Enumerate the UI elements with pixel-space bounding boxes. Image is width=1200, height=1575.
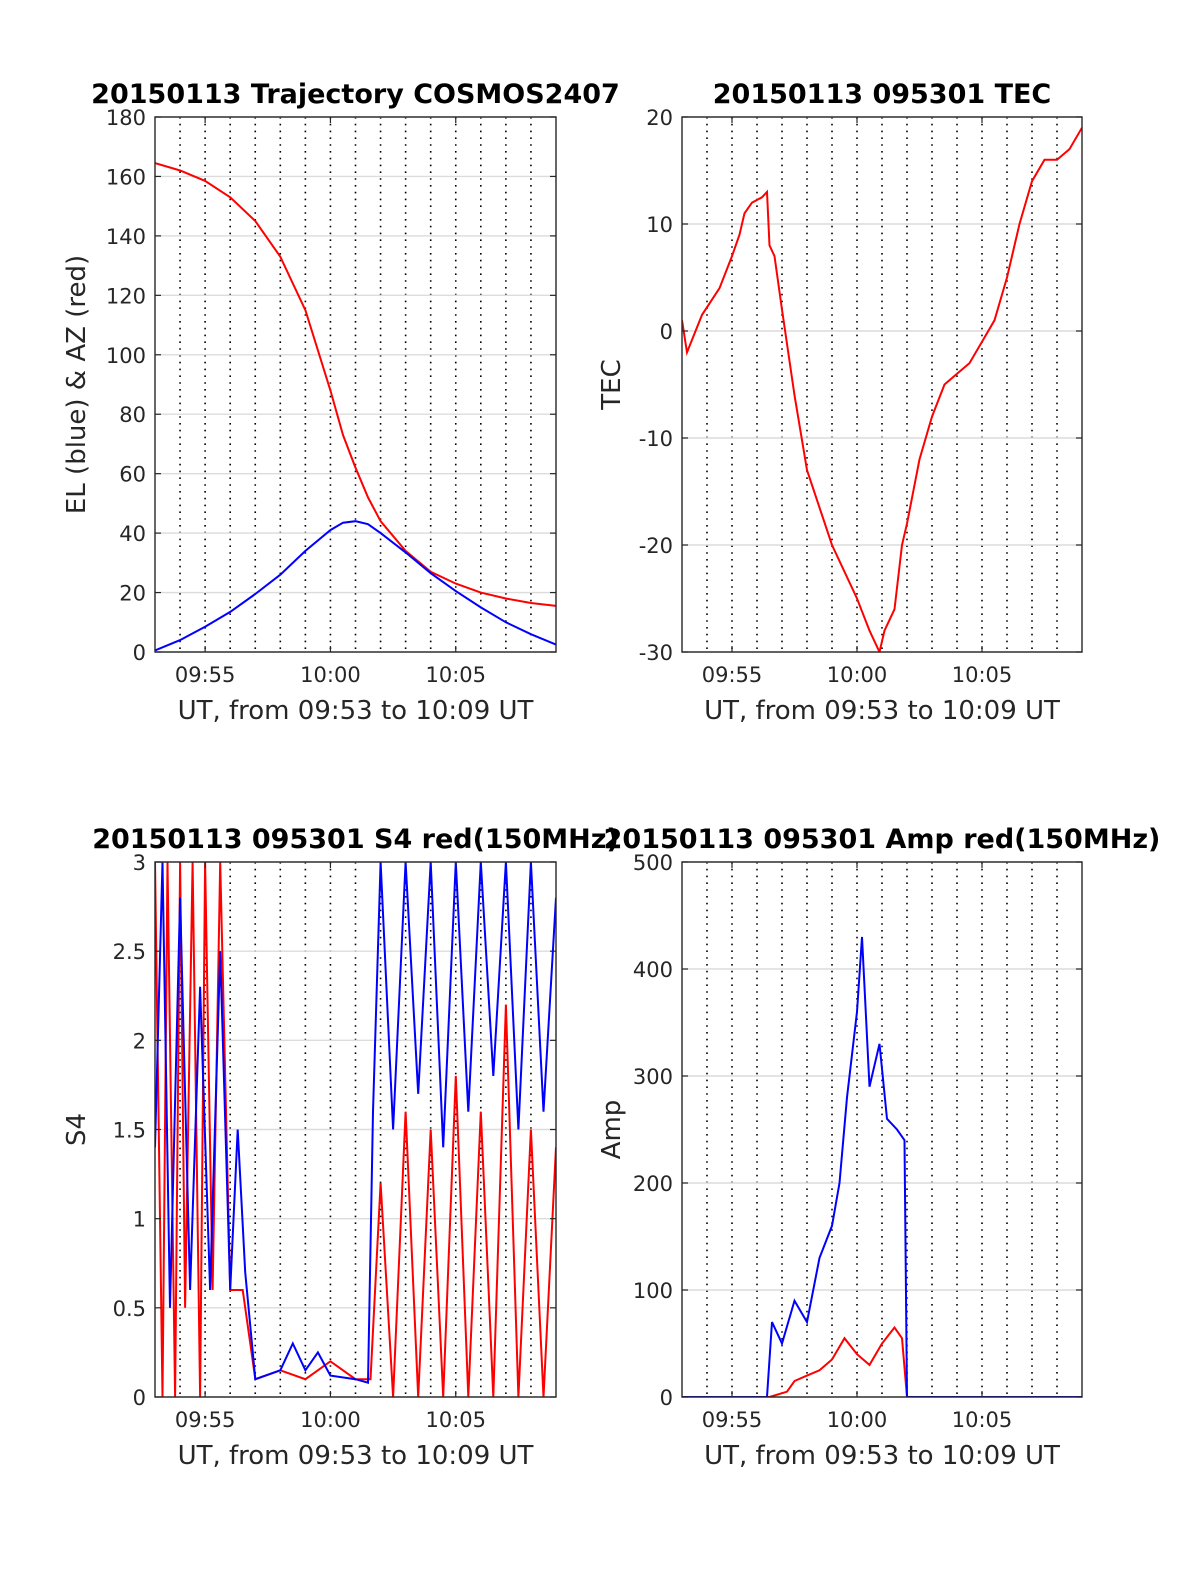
y-tick-label: 1 [133, 1208, 146, 1232]
chart-title: 20150113 095301 Amp red(150MHz) [604, 824, 1161, 855]
y-tick-label: 2 [133, 1029, 146, 1053]
x-tick-label: 09:55 [175, 1408, 236, 1432]
chart-title: 20150113 095301 TEC [713, 79, 1052, 110]
y-tick-label: 40 [119, 522, 146, 546]
y-tick-label: 0.5 [113, 1297, 146, 1321]
y-tick-label: 140 [106, 225, 146, 249]
axes-box [681, 116, 1083, 653]
y-tick-label: 100 [106, 344, 146, 368]
series-line-1 [155, 862, 556, 1397]
y-tick-label: -30 [639, 641, 673, 665]
y-axis-label: Amp [597, 1100, 627, 1160]
x-axis-label: UT, from 09:53 to 10:09 UT [178, 1441, 534, 1471]
x-tick-label: 10:05 [425, 1408, 486, 1432]
y-tick-label: 10 [646, 213, 673, 237]
x-tick-label: 10:00 [827, 663, 888, 687]
y-tick-label: 3 [133, 851, 146, 875]
x-tick-label: 10:00 [300, 1408, 361, 1432]
x-tick-label: 09:55 [175, 663, 236, 687]
axes-box [154, 116, 557, 653]
y-tick-label: 80 [119, 403, 146, 427]
axes-box [681, 861, 1083, 1398]
y-tick-label: 20 [119, 582, 146, 606]
x-tick-label: 10:05 [952, 1408, 1013, 1432]
y-tick-label: 120 [106, 284, 146, 308]
x-axis-label: UT, from 09:53 to 10:09 UT [704, 1441, 1060, 1471]
y-tick-label: 0 [133, 1386, 146, 1410]
x-axis-label: UT, from 09:53 to 10:09 UT [178, 696, 534, 726]
series-line-1 [682, 1325, 1082, 1397]
y-tick-label: 100 [633, 1279, 673, 1303]
y-tick-label: -10 [639, 427, 673, 451]
x-tick-label: 09:55 [702, 663, 763, 687]
y-tick-label: 160 [106, 165, 146, 189]
y-tick-label: 500 [633, 851, 673, 875]
y-tick-label: 0 [660, 320, 673, 344]
series-line-2 [682, 936, 1082, 1397]
chart-3: 0 0.5 1 1.5 2 2.5 3 09:55 10:00 10:05 20150113 095… [62, 824, 619, 1471]
y-tick-label: 2.5 [113, 940, 146, 964]
y-tick-label: 180 [106, 106, 146, 130]
x-tick-label: 09:55 [702, 1408, 763, 1432]
x-tick-label: 10:00 [827, 1408, 888, 1432]
y-tick-label: 0 [133, 641, 146, 665]
chart-1: 0 20 40 60 80 100 120 140 160 180 09:55 10:00 10:05 2… [62, 79, 620, 726]
chart-4: 0 100 200 300 400 500 09:55 10:00 10:05 20150113 … [597, 824, 1160, 1471]
y-tick-label: 20 [646, 106, 673, 130]
x-tick-label: 10:00 [300, 663, 361, 687]
series-line-2 [155, 520, 556, 652]
y-tick-label: 1.5 [113, 1119, 146, 1143]
chart-title: 20150113 Trajectory COSMOS2407 [91, 79, 620, 110]
x-axis-label: UT, from 09:53 to 10:09 UT [704, 696, 1060, 726]
x-tick-label: 10:05 [425, 663, 486, 687]
y-axis-label: EL (blue) & AZ (red) [62, 255, 92, 514]
chart-title: 20150113 095301 S4 red(150MHz) [92, 824, 619, 855]
y-tick-label: 0 [660, 1386, 673, 1410]
y-tick-label: 60 [119, 463, 146, 487]
chart-2: -30 -20 -10 0 10 20 09:55 10:00 10:05 20150113 09… [597, 79, 1083, 726]
y-axis-label: TEC [597, 359, 627, 410]
series-line-1 [155, 162, 556, 607]
series-line-1 [682, 127, 1082, 652]
y-tick-label: 400 [633, 958, 673, 982]
y-tick-label: -20 [639, 534, 673, 558]
x-tick-label: 10:05 [952, 663, 1013, 687]
y-tick-label: 300 [633, 1065, 673, 1089]
series-line-2 [155, 862, 556, 1385]
y-axis-label: S4 [62, 1113, 92, 1146]
y-tick-label: 200 [633, 1172, 673, 1196]
